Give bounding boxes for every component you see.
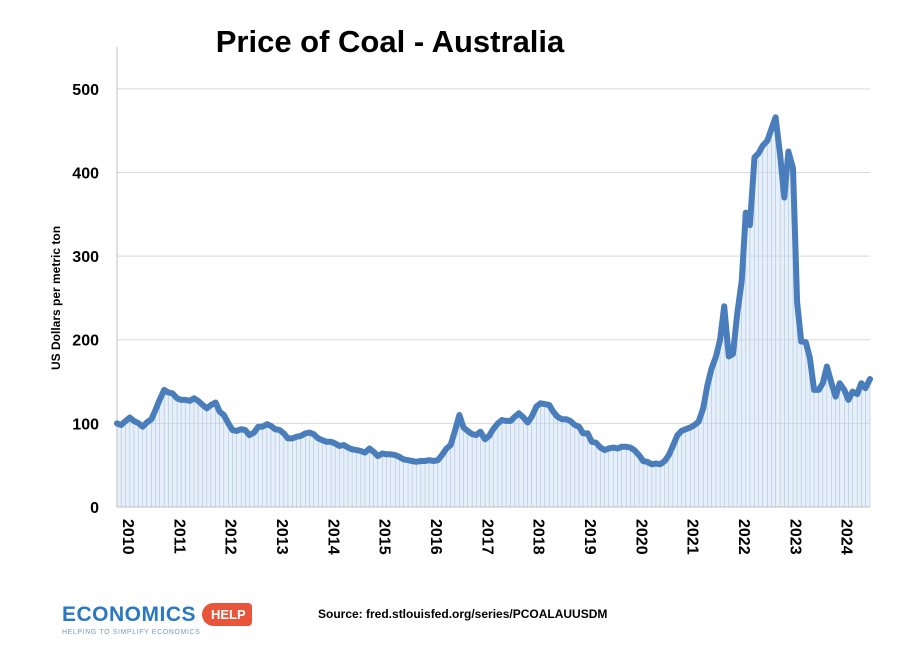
chart-title: Price of Coal - Australia — [216, 24, 565, 59]
x-tick-label: 2023 — [786, 519, 803, 555]
logo-tagline: HELPING TO SIMPLIFY ECONOMICS — [62, 629, 201, 636]
y-axis-label: US Dollars per metric ton — [49, 226, 63, 370]
x-tick-label: 2021 — [684, 519, 701, 555]
x-tick-label: 2016 — [427, 519, 444, 555]
x-tick-label: 2013 — [273, 519, 290, 555]
series-layer — [114, 114, 873, 468]
area-fill — [116, 117, 871, 508]
y-tick-label: 500 — [72, 82, 99, 99]
y-tick-label: 0 — [90, 500, 99, 517]
x-tick-label: 2024 — [838, 519, 855, 555]
x-tick-label: 2010 — [119, 519, 136, 555]
x-tick-label: 2022 — [735, 519, 752, 555]
x-tick-label: 2011 — [170, 519, 187, 554]
x-tick-label: 2019 — [581, 519, 598, 555]
tick-labels: 0 100 200 300 400 500 2010 2011 2012 2013 2014 2015… — [72, 82, 854, 555]
x-tick-label: 2020 — [632, 519, 649, 555]
logo-badge: HELP — [202, 603, 252, 626]
x-tick-label: 2012 — [222, 519, 239, 555]
source-note: Source: fred.stlouisfed.org/series/PCOAL… — [318, 607, 608, 621]
x-tick-label: 2017 — [478, 519, 495, 555]
y-tick-label: 400 — [72, 165, 99, 182]
x-tick-label: 2014 — [324, 519, 341, 555]
economics-help-logo: ECONOMICS HELP HELPING TO SIMPLIFY ECONO… — [62, 603, 252, 643]
y-tick-label: 100 — [72, 416, 99, 433]
y-tick-label: 200 — [72, 333, 99, 350]
series-line-coal-price — [114, 114, 873, 468]
y-tick-label: 300 — [72, 249, 99, 266]
axes — [116, 47, 870, 508]
grid-lines — [117, 88, 870, 424]
x-tick-label: 2015 — [376, 519, 393, 555]
logo-wordmark: ECONOMICS — [62, 603, 197, 626]
x-tick-label: 2018 — [530, 519, 547, 555]
